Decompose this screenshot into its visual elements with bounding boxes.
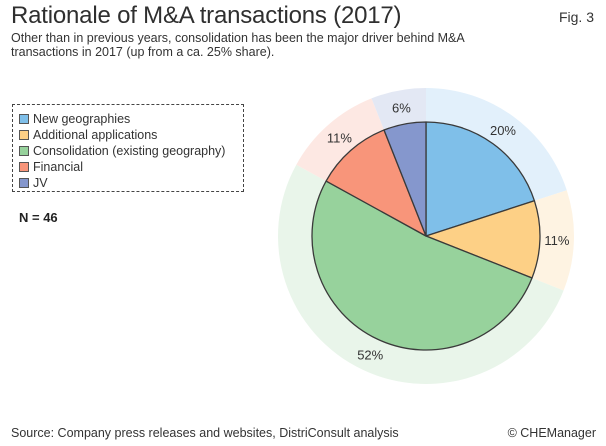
legend-swatch (19, 130, 29, 140)
legend-swatch (19, 146, 29, 156)
legend-label: Financial (33, 160, 84, 174)
legend-label: JV (33, 176, 48, 190)
pie-slice (425, 200, 541, 279)
pie-slice (383, 121, 427, 237)
legend-item: Consolidation (existing geography) (19, 143, 243, 159)
pie-slice (311, 180, 533, 351)
chart-subtitle: Other than in previous years, consolidat… (11, 31, 465, 59)
pie-value-label: 20% (490, 123, 516, 138)
figure-label: Fig. 3 (558, 9, 594, 25)
legend-label: Consolidation (existing geography) (33, 144, 226, 158)
pie-slice (325, 129, 427, 237)
legend-item: Financial (19, 159, 243, 175)
legend-item: New geographies (19, 111, 243, 127)
pie-value-label: 11% (544, 233, 569, 248)
chart-title: Rationale of M&A transactions (2017) (11, 2, 402, 29)
legend-item: Additional applications (19, 127, 243, 143)
pie-slice (425, 121, 536, 237)
legend-label: Additional applications (33, 128, 158, 142)
legend-swatch (19, 178, 29, 188)
source-note: Source: Company press releases and websi… (11, 426, 399, 440)
legend-swatch (19, 114, 29, 124)
pie-value-label: 6% (392, 100, 411, 115)
legend-label: New geographies (33, 112, 131, 126)
pie-value-label: 11% (327, 131, 352, 146)
legend-swatch (19, 162, 29, 172)
chart-legend: New geographies Additional applications … (12, 104, 244, 192)
sample-size-label: N = 46 (19, 210, 58, 225)
pie-value-label: 52% (357, 348, 383, 363)
legend-item: JV (19, 175, 243, 191)
copyright-note: © CHEManager (507, 426, 596, 440)
